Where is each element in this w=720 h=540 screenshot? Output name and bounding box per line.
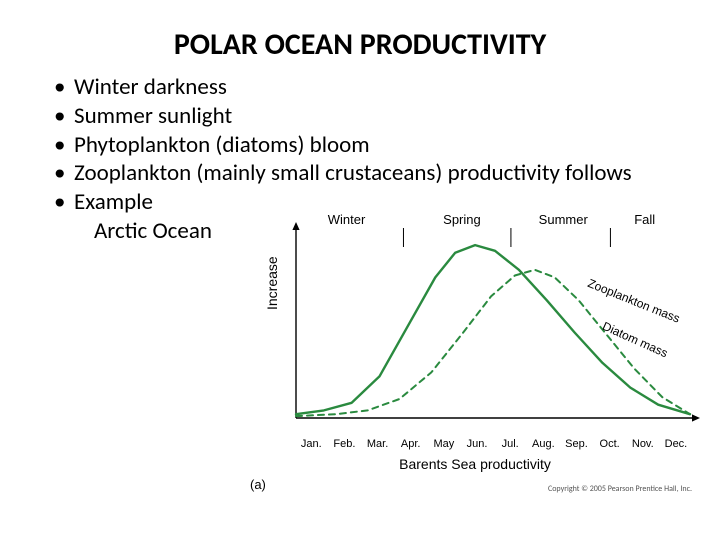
season-label: Fall [634, 212, 655, 227]
month-label: Feb. [330, 438, 358, 450]
x-axis-label: Barents Sea productivity [399, 456, 551, 472]
month-label: Oct. [596, 438, 624, 450]
productivity-chart: Increase Barents Sea productivity (a) Co… [250, 210, 700, 500]
bullet-item: Zooplankton (mainly small crustaceans) p… [54, 159, 690, 188]
month-label: Jun. [463, 438, 491, 450]
y-axis-label: Increase [264, 256, 280, 310]
copyright-text: Copyright © 2005 Pearson Prentice Hall, … [548, 484, 692, 494]
month-label: Dec. [662, 438, 690, 450]
bullet-item: Phytoplankton (diatoms) bloom [54, 131, 690, 160]
season-label: Spring [443, 212, 481, 227]
month-label: Apr. [397, 438, 425, 450]
month-label: Sep. [562, 438, 590, 450]
month-label: Jan. [297, 438, 325, 450]
month-label: May [430, 438, 458, 450]
slide-title: POLAR OCEAN PRODUCTIVITY [0, 0, 720, 73]
bullet-item: Winter darkness [54, 73, 690, 102]
month-label: Nov. [629, 438, 657, 450]
month-label: Aug. [529, 438, 557, 450]
month-label: Mar. [364, 438, 392, 450]
season-label: Summer [539, 212, 588, 227]
bullet-item: Summer sunlight [54, 102, 690, 131]
season-label: Winter [328, 212, 366, 227]
bullet-text: Example [74, 188, 153, 216]
panel-label: (a) [250, 477, 266, 492]
month-label: Jul. [496, 438, 524, 450]
